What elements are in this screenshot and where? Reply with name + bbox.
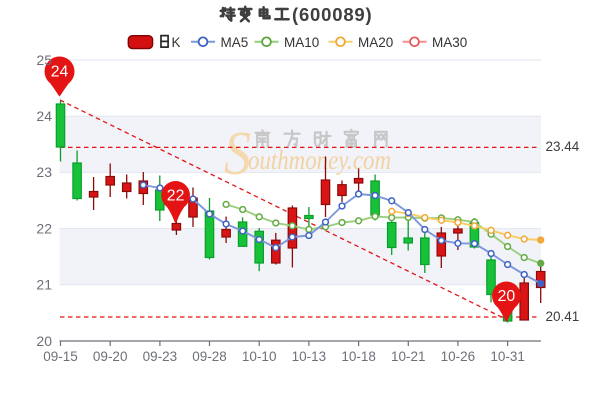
svg-text:23: 23 xyxy=(36,164,52,180)
svg-text:09-15: 09-15 xyxy=(43,349,78,364)
svg-text:25: 25 xyxy=(36,52,52,68)
svg-text:23.44: 23.44 xyxy=(546,139,580,154)
svg-text:09-20: 09-20 xyxy=(93,349,128,364)
svg-text:09-28: 09-28 xyxy=(192,349,227,364)
svg-text:22: 22 xyxy=(167,187,185,204)
svg-text:S: S xyxy=(224,120,251,188)
svg-text:10-26: 10-26 xyxy=(441,349,476,364)
svg-text:MA20: MA20 xyxy=(358,35,393,50)
svg-text:outhmoney.com: outhmoney.com xyxy=(248,145,391,175)
svg-text:10-31: 10-31 xyxy=(490,349,525,364)
svg-text:09-23: 09-23 xyxy=(143,349,178,364)
svg-text:24: 24 xyxy=(51,64,69,81)
svg-text:K: K xyxy=(172,35,181,50)
svg-text:20: 20 xyxy=(36,333,52,349)
svg-text:10-13: 10-13 xyxy=(292,349,327,364)
svg-text:(600089): (600089) xyxy=(292,4,372,25)
svg-text:MA5: MA5 xyxy=(221,35,249,50)
svg-text:10-21: 10-21 xyxy=(391,349,426,364)
svg-text:20: 20 xyxy=(498,288,516,305)
svg-text:20.41: 20.41 xyxy=(546,309,580,324)
svg-text:MA10: MA10 xyxy=(284,35,319,50)
svg-text:10-18: 10-18 xyxy=(341,349,376,364)
svg-text:22: 22 xyxy=(36,220,52,236)
svg-text:10-10: 10-10 xyxy=(242,349,277,364)
svg-text:24: 24 xyxy=(36,108,52,124)
svg-text:21: 21 xyxy=(36,277,52,293)
svg-text:MA30: MA30 xyxy=(432,35,467,50)
